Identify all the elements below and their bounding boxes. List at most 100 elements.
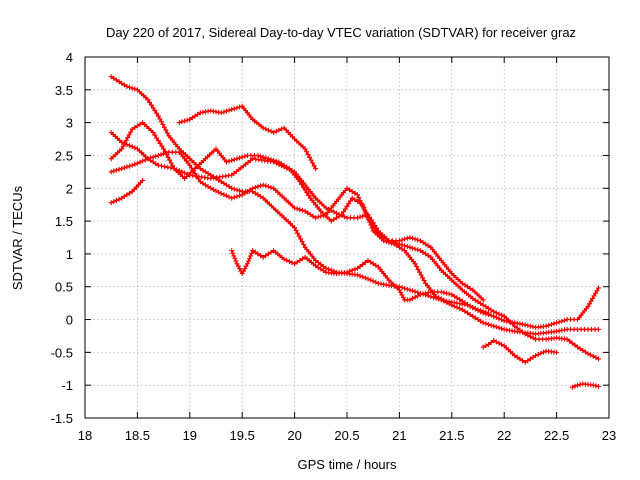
series-sat-g [229,248,601,330]
data-point [116,196,122,202]
data-point [119,166,125,172]
data-point [467,285,473,291]
data-point [300,256,305,262]
data-point [108,169,114,175]
data-point [147,99,153,105]
data-point [313,166,319,172]
data-point [344,269,350,275]
data-point [396,238,402,244]
data-point [203,182,208,188]
series-sat-e [108,177,146,206]
data-point [155,153,161,158]
y-tick-label: 0.5 [55,280,73,295]
data-point [252,185,258,190]
data-point [153,153,159,159]
data-point [341,209,346,215]
data-point [499,312,505,318]
data-point [216,189,222,195]
series-layer [108,74,601,390]
x-tick-label: 18.5 [125,428,150,443]
data-point [224,159,229,165]
data-point [356,195,362,201]
data-point [263,126,269,132]
data-point [311,163,317,169]
data-point [334,210,339,216]
data-point [407,235,413,240]
y-tick-label: -1 [61,378,73,393]
data-point [292,261,298,267]
data-point [421,278,427,284]
data-point [480,310,486,316]
data-point [119,80,125,86]
data-point [124,192,130,198]
data-point [493,339,499,345]
data-point [386,239,392,245]
data-point [276,159,282,165]
data-point [119,146,125,152]
data-point [355,192,360,198]
data-point [423,290,429,296]
data-point [252,190,258,196]
data-point [399,237,405,243]
data-point [548,322,554,327]
data-point [417,248,423,254]
x-tick-label: 20 [287,428,301,443]
data-point [189,165,194,171]
data-point [527,334,533,340]
data-point [260,125,266,131]
data-point [328,218,334,224]
data-point [159,163,164,169]
data-point [483,321,489,327]
x-tick-label: 22.5 [544,428,569,443]
data-point [535,352,541,357]
data-point [541,349,546,355]
data-point [203,169,208,175]
data-point [289,260,295,266]
data-point [255,251,261,257]
data-point [334,215,339,221]
data-point [231,186,237,192]
data-point [129,144,135,150]
data-point [373,262,379,268]
data-point [575,344,581,350]
data-point [364,213,370,219]
data-point [305,152,311,157]
data-point [233,258,239,264]
data-point [347,187,353,193]
data-point [368,259,374,265]
data-point [415,247,421,253]
data-point [415,293,421,299]
data-point [486,342,491,347]
data-point [113,167,119,173]
data-point [486,305,491,311]
data-point [361,205,367,211]
data-point [381,238,387,244]
data-point [258,183,263,189]
data-point [587,301,592,307]
data-point [305,210,311,216]
data-point [331,216,337,222]
data-point [363,210,369,216]
data-point [299,181,305,187]
data-point [567,338,573,344]
data-point [134,160,140,166]
data-point [569,340,575,346]
data-point [491,309,497,315]
data-point [425,290,431,296]
data-point [475,317,481,322]
data-point [344,185,350,191]
data-point [412,236,418,242]
data-point [415,266,421,272]
data-point [226,107,232,113]
data-point [420,249,426,255]
data-point [514,354,520,360]
data-point [271,130,277,135]
data-point [111,199,117,205]
data-point [127,163,132,169]
x-tick-label: 20.5 [334,428,359,443]
data-point [179,169,185,175]
data-point [268,128,274,134]
data-point [412,294,418,300]
data-point [527,356,533,362]
data-point [357,200,363,206]
